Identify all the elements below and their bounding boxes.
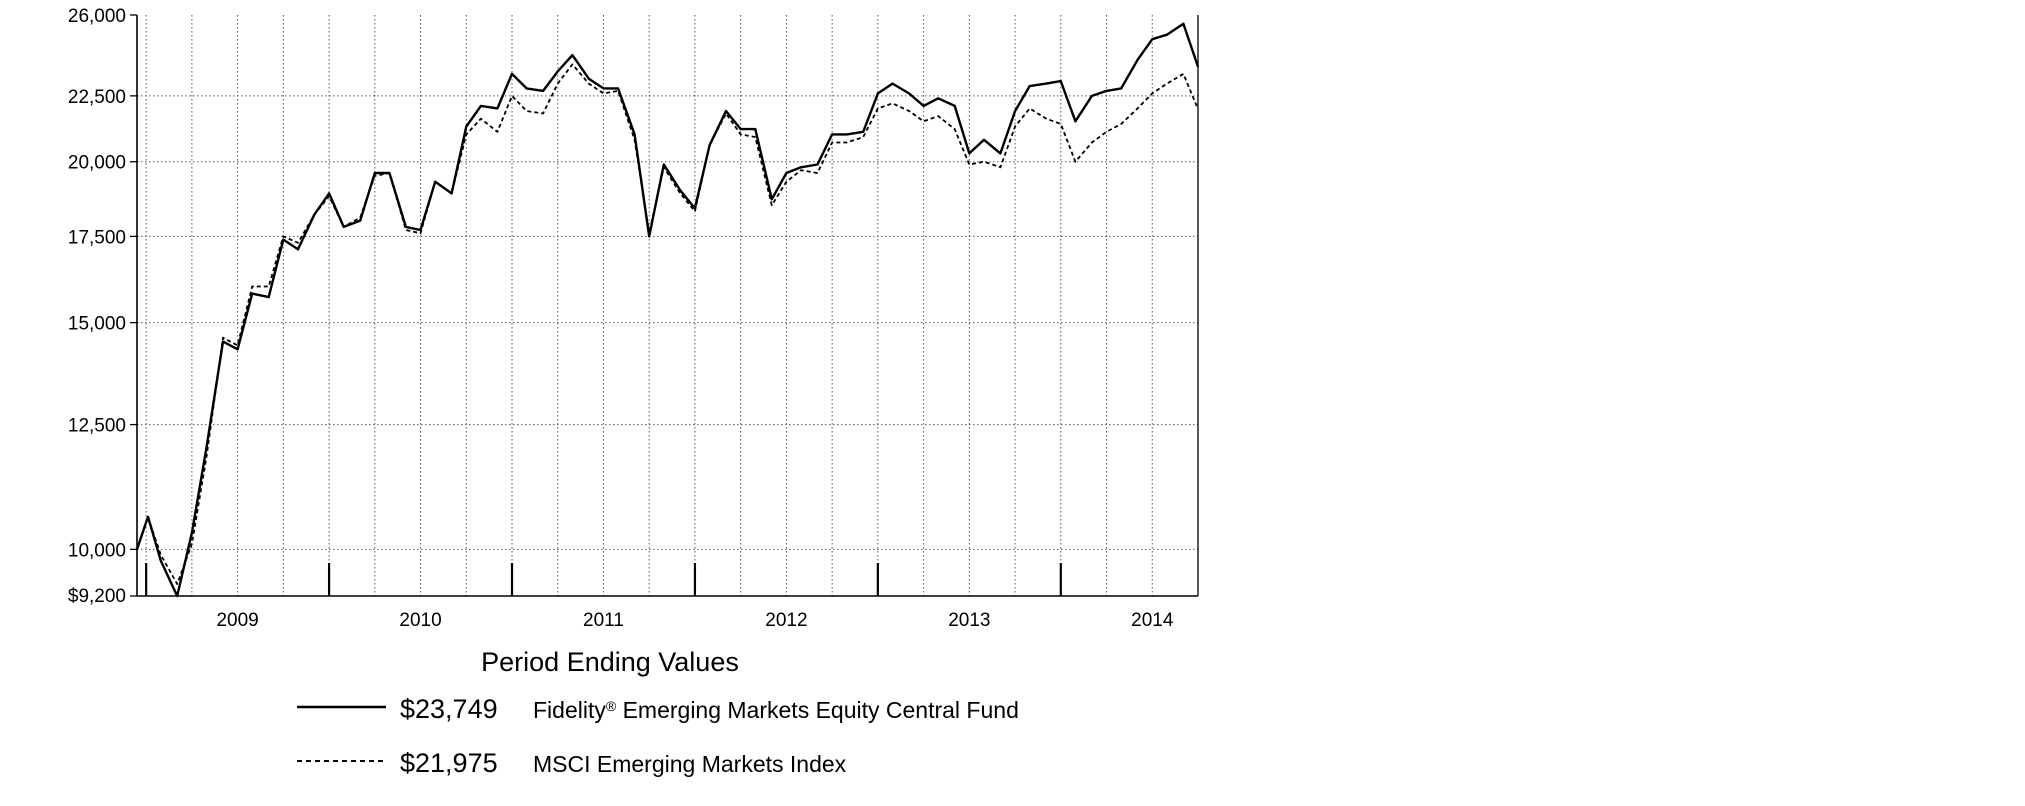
y-tick-label: 26,000 (68, 6, 126, 27)
series-line-index (136, 63, 1199, 585)
legend-name-fund-registered: ® (606, 698, 617, 714)
x-tick-label: 2013 (948, 610, 990, 631)
legend-value-index: $21,975 (400, 748, 498, 778)
legend-name-fund: Fidelity® Emerging Markets Equity Centra… (533, 697, 1019, 723)
x-tick-label: 2014 (1131, 610, 1174, 631)
legend-value-fund: $23,749 (400, 694, 498, 724)
y-tick-label: 15,000 (68, 314, 126, 335)
y-tick-label: 12,500 (68, 416, 126, 437)
series-layer (135, 22, 1200, 598)
y-tick-label: 17,500 (68, 227, 126, 248)
legend: $23,749 Fidelity® Emerging Markets Equit… (297, 694, 1019, 778)
axis-layer (130, 14, 1199, 597)
legend-name-fund-part2: Emerging Markets Equity Central Fund (616, 697, 1019, 723)
legend-name-index: MSCI Emerging Markets Index (533, 751, 847, 777)
x-tick-label: 2012 (765, 610, 807, 631)
label-layer: 10,000 12,500 15,000 17,500 20,000 22,500 26,0… (68, 6, 1174, 631)
x-tick-label: 2011 (583, 610, 624, 631)
y-tick-label: 22,500 (68, 87, 126, 108)
y-min-label: $9,200 (68, 586, 126, 607)
series-line-fund (135, 22, 1200, 598)
x-tick-label: 2009 (216, 610, 258, 631)
y-tick-label: 20,000 (68, 153, 126, 174)
y-tick-label: 10,000 (68, 540, 126, 561)
x-tick-label: 2010 (399, 610, 441, 631)
legend-name-fund-part1: Fidelity (533, 697, 606, 723)
chart-title: Period Ending Values (481, 647, 739, 677)
grid-layer (137, 15, 1198, 596)
